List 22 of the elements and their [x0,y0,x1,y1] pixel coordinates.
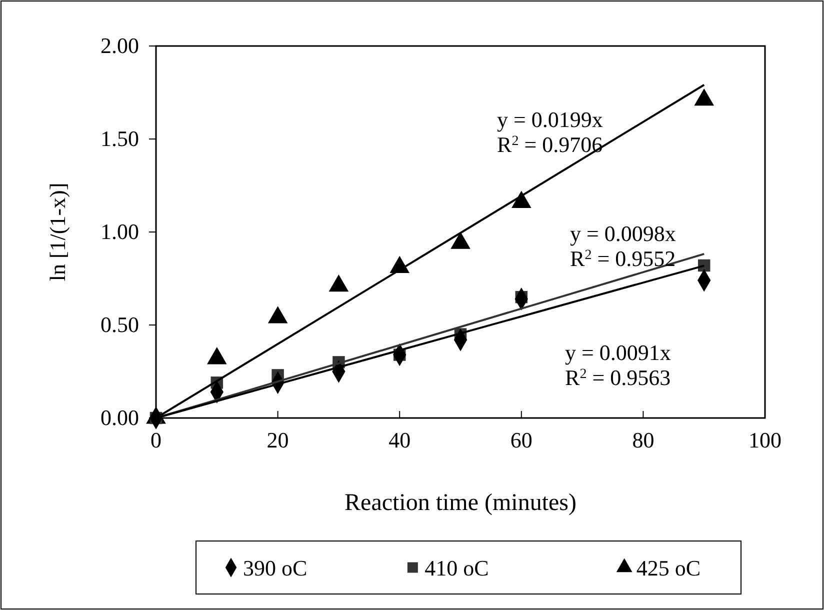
x-tick-label: 80 [632,428,654,453]
y-tick-label: 1.50 [100,126,139,152]
x-tick-label: 60 [510,428,532,453]
legend-label: 425 oC [636,556,701,580]
x-tick-label: 0 [150,428,162,453]
legend-label: 390 oC [243,556,308,580]
annotation: R$^{2}$ = 0.9563 [565,365,671,390]
annotation: y = 0.0098x [570,221,676,246]
x-tick-label: 100 [748,428,782,453]
x-tick-label: 40 [388,428,411,453]
annotation: R$^{2}$ = 0.9706 [497,132,603,157]
x-axis-title: Reaction time (minutes) [344,490,576,516]
annotation: R$^{2}$ = 0.9552 [570,246,676,271]
y-tick-label: 2.00 [100,33,139,58]
legend-label: 410 oC [424,556,489,580]
y-tick-label: 1.00 [100,219,139,244]
annotation: y = 0.0091x [565,340,671,365]
annotation: y = 0.0199x [497,107,603,132]
y-axis-title: ln [1/(1-x)] [45,182,70,282]
y-tick-label: 0.50 [100,312,139,338]
x-tick-label: 20 [266,428,289,453]
y-tick-label: 0.00 [100,405,139,430]
